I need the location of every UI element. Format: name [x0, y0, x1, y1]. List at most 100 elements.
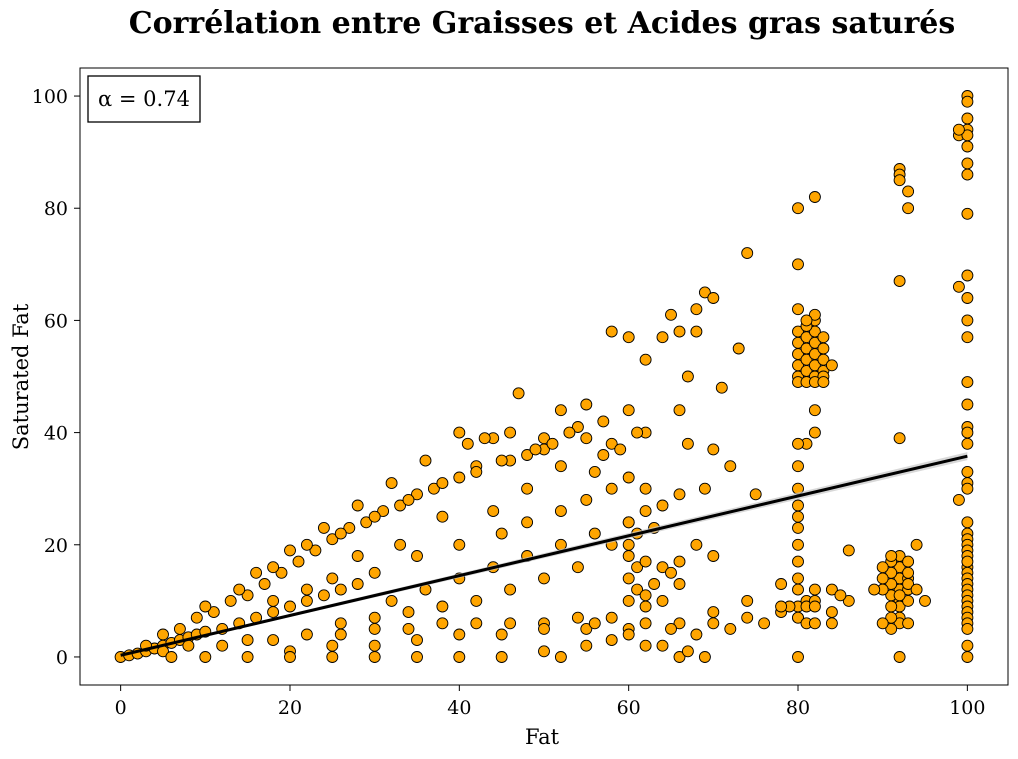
data-point — [368, 639, 381, 652]
data-point — [334, 617, 347, 630]
y-tick-label: 100 — [32, 86, 68, 108]
data-point — [961, 207, 974, 220]
data-point — [224, 594, 237, 607]
data-point — [453, 426, 466, 439]
data-point — [707, 550, 720, 562]
data-point — [351, 499, 364, 512]
data-point — [453, 628, 466, 641]
data-point — [792, 510, 804, 523]
x-tick-label: 0 — [115, 697, 127, 719]
data-point — [952, 493, 965, 506]
data-point — [360, 516, 373, 529]
data-point — [385, 594, 398, 607]
data-point — [902, 566, 915, 579]
data-point — [631, 561, 644, 574]
data-point — [808, 617, 821, 630]
data-point — [842, 544, 855, 557]
data-point — [792, 499, 804, 512]
data-point — [343, 521, 356, 534]
data-point — [631, 583, 644, 596]
data-point — [622, 516, 635, 529]
data-point — [571, 611, 584, 624]
data-point — [842, 594, 855, 607]
data-point — [411, 634, 423, 647]
data-point — [656, 639, 669, 652]
data-point — [199, 600, 212, 613]
data-point — [521, 516, 534, 529]
data-point — [436, 477, 449, 490]
data-point — [538, 622, 550, 635]
data-point — [529, 443, 542, 456]
data-point — [521, 449, 534, 461]
data-point — [571, 421, 584, 433]
data-point — [207, 606, 220, 619]
data-point — [902, 202, 915, 215]
data-point — [411, 488, 423, 501]
data-point — [402, 606, 415, 619]
data-point — [622, 572, 635, 585]
data-point — [334, 527, 347, 540]
data-point — [250, 566, 263, 579]
data-point — [326, 651, 339, 663]
data-point — [436, 600, 449, 613]
x-tick-label: 40 — [447, 697, 471, 719]
data-point — [902, 185, 915, 198]
data-point — [453, 538, 466, 551]
data-point — [394, 538, 407, 551]
data-point — [673, 555, 686, 568]
data-point — [165, 651, 178, 663]
data-point — [741, 247, 754, 260]
data-point — [792, 572, 804, 585]
data-point — [495, 651, 508, 663]
data-point — [961, 516, 974, 529]
data-point — [673, 578, 686, 590]
data-point — [563, 426, 576, 439]
data-point — [639, 617, 652, 630]
data-point — [834, 589, 847, 602]
data-point — [173, 622, 186, 635]
data-point — [707, 292, 720, 304]
data-point — [622, 471, 635, 484]
data-point — [825, 583, 838, 596]
data-point — [622, 550, 635, 562]
data-point — [267, 561, 280, 574]
data-point — [292, 555, 305, 568]
data-point — [284, 544, 296, 557]
data-point — [461, 437, 474, 450]
data-point — [300, 583, 313, 596]
data-point — [825, 617, 838, 630]
data-point — [792, 538, 804, 551]
data-point — [622, 404, 635, 417]
data-point — [317, 521, 330, 534]
data-point — [698, 482, 711, 495]
data-point — [961, 157, 974, 170]
data-point — [961, 651, 974, 663]
data-point — [656, 561, 669, 574]
data-point — [868, 583, 881, 596]
data-point — [538, 432, 550, 445]
data-point — [470, 465, 483, 478]
data-point — [961, 555, 974, 568]
data-point — [808, 404, 821, 417]
data-point — [961, 376, 974, 389]
y-tick-label: 80 — [44, 198, 68, 220]
data-point — [639, 555, 652, 568]
data-point — [580, 493, 593, 506]
data-point — [741, 594, 754, 607]
data-point — [394, 499, 407, 512]
data-point — [436, 510, 449, 523]
data-point — [673, 617, 686, 630]
data-point — [241, 589, 254, 602]
data-point — [817, 342, 830, 355]
data-point — [792, 611, 804, 624]
data-point — [885, 550, 898, 562]
data-point — [597, 449, 610, 461]
data-point — [902, 617, 915, 630]
data-point — [216, 639, 229, 652]
data-point — [639, 589, 652, 602]
data-point — [284, 600, 296, 613]
data-point — [961, 398, 974, 411]
y-tick-label: 60 — [44, 310, 68, 332]
data-point — [656, 594, 669, 607]
